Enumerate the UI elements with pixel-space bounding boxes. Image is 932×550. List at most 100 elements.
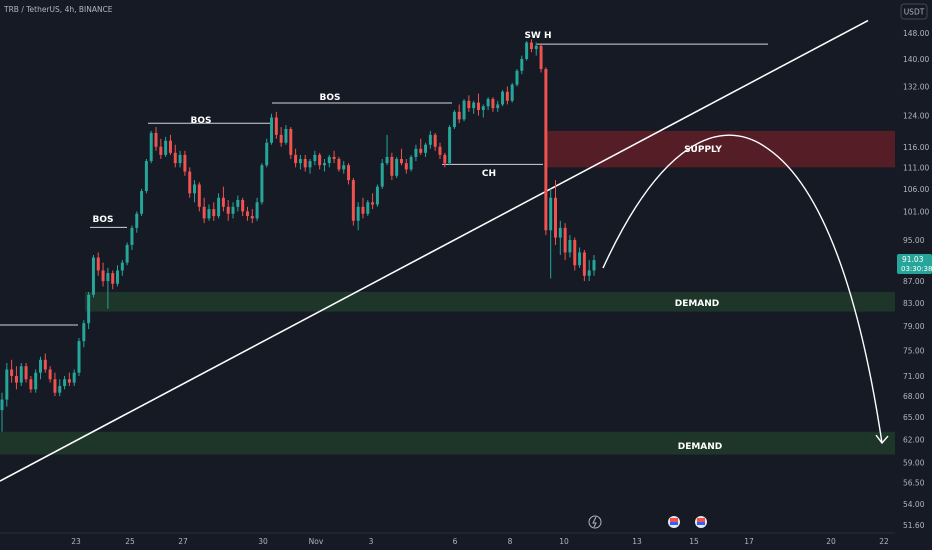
candle[interactable] [120,260,124,276]
candle[interactable] [424,142,428,157]
candle[interactable] [226,199,230,221]
candle[interactable] [63,375,67,390]
candle[interactable] [438,142,442,159]
candle[interactable] [241,197,245,217]
candle[interactable] [419,138,423,155]
candle[interactable] [385,134,389,166]
candle[interactable] [539,44,543,73]
candle[interactable] [525,40,529,61]
candle[interactable] [558,220,562,255]
candle[interactable] [520,55,524,75]
candle[interactable] [183,150,187,176]
candle[interactable] [578,247,582,268]
candle[interactable] [164,136,168,157]
candle[interactable] [96,252,100,276]
candle[interactable] [582,249,586,282]
candle[interactable] [573,237,577,271]
candle[interactable] [347,163,351,185]
candle[interactable] [101,262,105,287]
candle[interactable] [130,225,134,250]
candle[interactable] [457,104,461,124]
candle[interactable] [428,130,432,149]
candle[interactable] [34,369,38,393]
candle[interactable] [448,125,452,166]
candle[interactable] [173,144,177,168]
candle[interactable] [332,150,336,164]
candle[interactable] [144,158,148,194]
candle[interactable] [433,132,437,151]
candle[interactable] [212,202,216,221]
candle[interactable] [221,186,225,212]
candle[interactable] [342,161,346,174]
candle[interactable] [250,209,254,224]
candle[interactable] [351,177,355,226]
candle[interactable] [510,82,514,103]
candle[interactable] [111,270,115,290]
candle[interactable] [140,188,144,217]
candle[interactable] [568,235,572,258]
candle[interactable] [14,366,18,390]
candle[interactable] [202,197,206,224]
candle[interactable] [19,363,23,386]
candle[interactable] [274,111,278,139]
candle[interactable] [549,188,553,279]
candle[interactable] [399,148,403,166]
candle[interactable] [48,366,52,383]
candle[interactable] [159,138,163,159]
candle[interactable] [366,199,370,217]
lightning-icon[interactable] [588,515,602,529]
candle[interactable] [24,363,28,383]
candle[interactable] [337,156,341,172]
candle[interactable] [188,167,192,198]
candle[interactable] [534,42,538,56]
candle[interactable] [414,144,418,162]
candle[interactable] [443,152,447,168]
candle[interactable] [217,193,221,219]
candle[interactable] [168,134,172,155]
candle[interactable] [270,113,274,145]
candle[interactable] [43,353,47,373]
candle[interactable] [371,193,375,210]
candle[interactable] [284,125,288,145]
candle[interactable] [207,204,211,221]
candle[interactable] [318,152,322,170]
candle[interactable] [467,95,471,112]
candle[interactable] [303,154,307,172]
candle[interactable] [245,206,249,221]
candle[interactable] [322,158,326,172]
candle[interactable] [91,254,95,298]
candle[interactable] [77,338,81,376]
candle[interactable] [255,197,259,221]
candle[interactable] [39,356,42,380]
candle[interactable] [53,372,57,397]
candle[interactable] [197,182,201,212]
candle[interactable] [0,392,4,432]
candle[interactable] [409,154,413,172]
candle[interactable] [472,100,476,114]
candle[interactable] [486,97,490,110]
candle[interactable] [375,184,379,207]
candle[interactable] [491,97,495,112]
candle[interactable] [10,359,14,383]
flag-icon[interactable] [668,516,680,528]
flag-icon[interactable] [695,516,707,528]
candle[interactable] [87,291,91,330]
currency-button[interactable]: USDT [900,3,928,20]
candle[interactable] [125,242,129,266]
candle[interactable] [404,158,408,174]
candle[interactable] [149,130,153,164]
candle[interactable] [178,150,182,168]
candle[interactable] [462,98,466,122]
candle[interactable] [116,265,120,287]
candle[interactable] [327,154,331,168]
candle[interactable] [106,267,110,309]
candle[interactable] [452,109,456,129]
candle[interactable] [279,127,283,147]
candle[interactable] [390,152,394,181]
candle[interactable] [5,363,9,407]
candle[interactable] [313,150,317,166]
candle[interactable] [496,100,500,112]
candle[interactable] [265,138,269,168]
